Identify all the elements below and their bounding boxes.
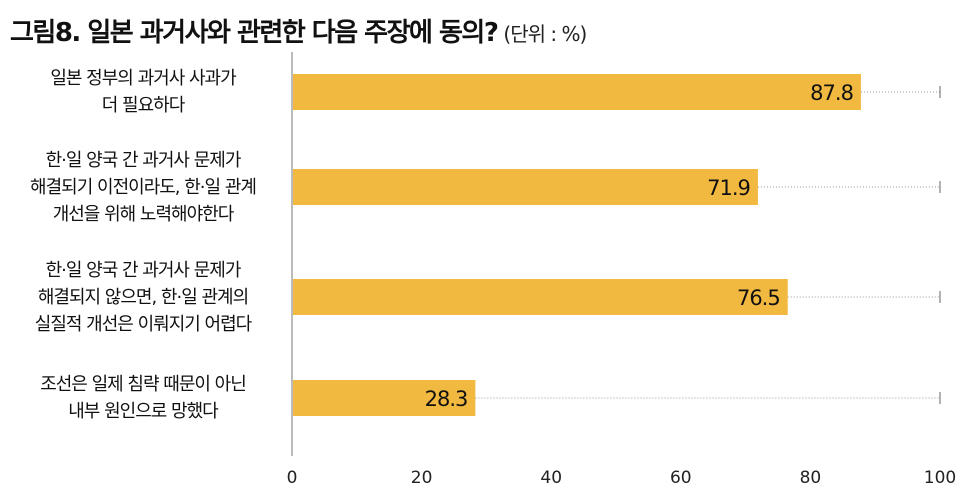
category-label-line: 실질적 개선은 이뤄지기 어렵다 <box>34 313 252 335</box>
bar-value-label: 87.8 <box>810 81 853 105</box>
category-label-line: 조선은 일제 침략 때문이 아닌 <box>40 374 247 395</box>
x-tick-label: 60 <box>670 468 692 488</box>
bar <box>293 380 476 416</box>
category-label-line: 해결되지 않으면, 한·일 관계의 <box>37 286 249 308</box>
x-tick-label: 0 <box>287 468 298 488</box>
bar-value-label: 28.3 <box>425 387 468 411</box>
category-label-line: 해결되기 이전이라도, 한·일 관계 <box>30 176 257 198</box>
chart-title: 그림8. 일본 과거사와 관련한 다음 주장에 동의? (단위 : %) <box>10 12 587 49</box>
x-tick-label: 100 <box>924 468 956 488</box>
title-text: 그림8. 일본 과거사와 관련한 다음 주장에 동의? <box>10 18 499 48</box>
bar-value-label: 71.9 <box>707 176 750 200</box>
x-tick-label: 40 <box>540 468 562 488</box>
bar <box>293 74 861 110</box>
category-label-line: 더 필요하다 <box>101 95 186 116</box>
category-label-line: 내부 원인으로 망했다 <box>68 401 218 422</box>
category-label-line: 한·일 양국 간 과거사 문제가 <box>45 259 242 281</box>
bar <box>293 279 788 315</box>
category-label-line: 한·일 양국 간 과거사 문제가 <box>45 149 242 171</box>
bar-value-label: 76.5 <box>737 286 780 310</box>
x-tick-label: 20 <box>411 468 433 488</box>
unit-label: (단위 : %) <box>503 22 587 46</box>
bar <box>293 169 758 205</box>
category-label-line: 개선을 위해 노력해야한다 <box>52 203 235 225</box>
category-label-line: 일본 정부의 과거사 사과가 <box>50 68 236 89</box>
x-tick-label: 80 <box>800 468 822 488</box>
